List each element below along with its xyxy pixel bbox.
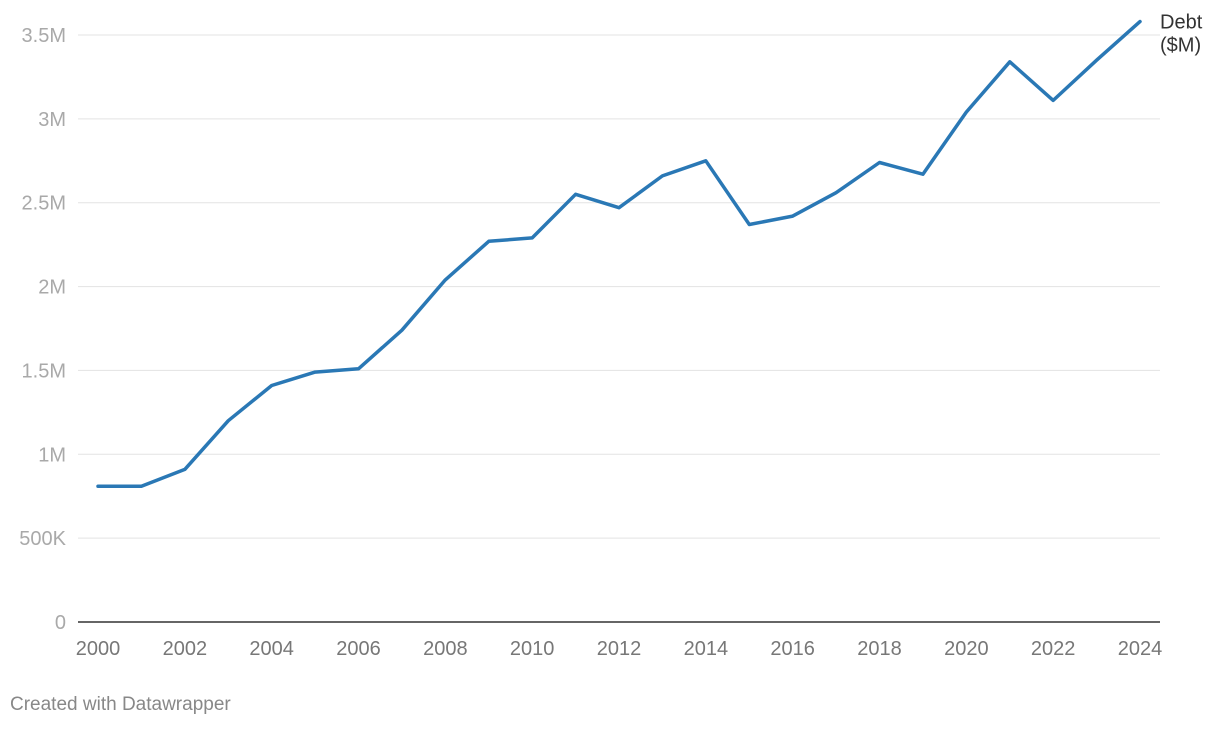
y-tick-label: 1.5M: [22, 360, 66, 382]
credit-footer: Created with Datawrapper: [10, 694, 231, 715]
x-tick-label: 2012: [597, 638, 642, 660]
series-label: Debt ($M): [1160, 12, 1203, 57]
x-tick-label: 2014: [684, 638, 729, 660]
x-tick-label: 2024: [1118, 638, 1163, 660]
x-tick-label: 2002: [163, 638, 208, 660]
y-tick-label: 500K: [19, 528, 66, 550]
x-tick-label: 2000: [76, 638, 121, 660]
line-chart: 0 500K 1M 1.5M 2M 2.5M 3M 3.5M 2000 2002 2004 2006…: [19, 12, 1203, 660]
x-tick-label: 2022: [1031, 638, 1076, 660]
y-tick-label: 1M: [38, 444, 66, 466]
y-tick-label: 2M: [38, 277, 66, 299]
x-tick-label: 2010: [510, 638, 555, 660]
x-tick-label: 2004: [249, 638, 294, 660]
y-tick-label: 0: [55, 612, 66, 634]
y-tick-label: 2.5M: [22, 193, 66, 215]
y-tick-label: 3M: [38, 109, 66, 131]
x-tick-label: 2020: [944, 638, 989, 660]
x-tick-label: 2018: [857, 638, 902, 660]
x-tick-label: 2006: [336, 638, 381, 660]
y-axis-ticks: 0 500K 1M 1.5M 2M 2.5M 3M 3.5M: [19, 25, 66, 634]
x-tick-label: 2016: [770, 638, 815, 660]
series-lines: [96, 19, 1142, 488]
series-line-debt: [96, 19, 1142, 488]
series-label-line: Debt: [1160, 12, 1203, 34]
series-label-line: ($M): [1160, 35, 1201, 57]
x-axis-ticks: 2000 2002 2004 2006 2008 2010 2012 2014 2016 2018…: [76, 638, 1163, 660]
series-labels: Debt ($M): [1160, 12, 1203, 57]
y-tick-label: 3.5M: [22, 25, 66, 47]
gridlines: [78, 34, 1160, 623]
x-tick-label: 2008: [423, 638, 468, 660]
